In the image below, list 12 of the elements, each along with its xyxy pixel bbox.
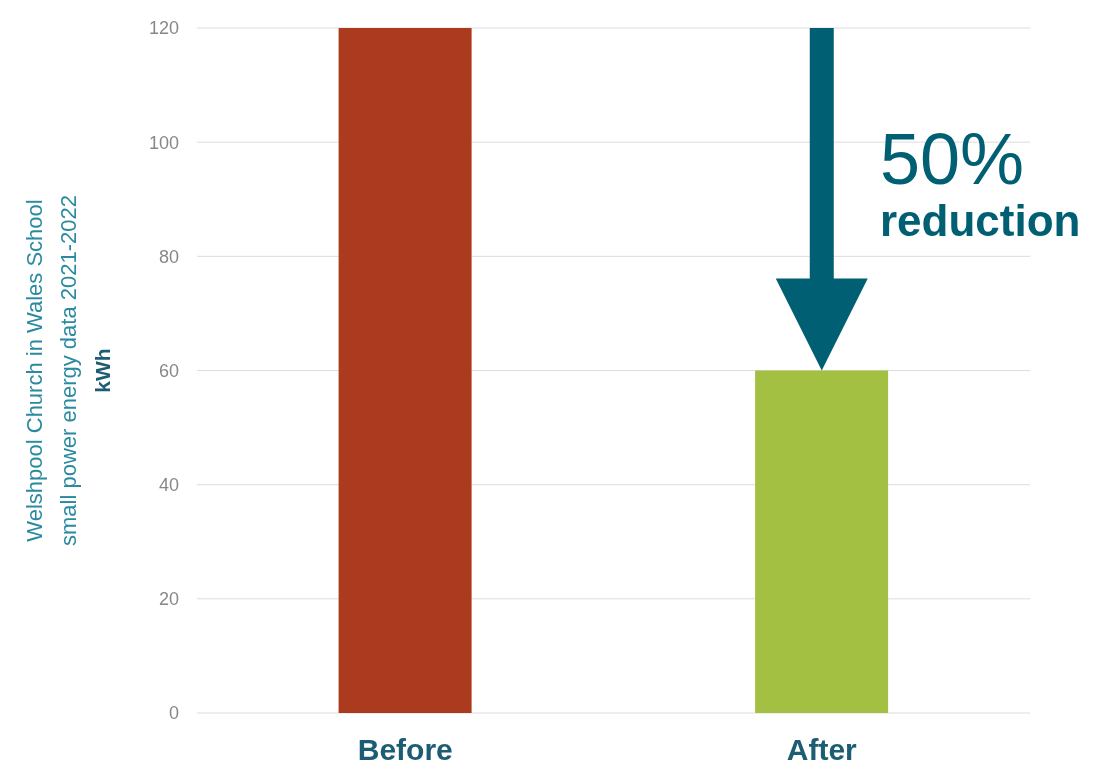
y-tick-label: 40 [158, 475, 179, 496]
y-tick-label: 120 [148, 18, 179, 39]
y-tick-label: 80 [158, 246, 179, 267]
y-tick-label: 20 [158, 589, 179, 610]
annotation: reduction [880, 196, 1081, 245]
x-tick-label: Before [357, 733, 453, 767]
y-tick-label: 100 [148, 132, 179, 153]
y-axis-title: Welshpool Church in Wales School small power energy data 2021-2022 kWh [22, 194, 114, 547]
y-tick-label: 60 [158, 360, 179, 381]
y-tick-label: 0 [168, 703, 179, 724]
x-tick-label: After [786, 733, 858, 767]
annotation: 50% [880, 119, 1025, 199]
